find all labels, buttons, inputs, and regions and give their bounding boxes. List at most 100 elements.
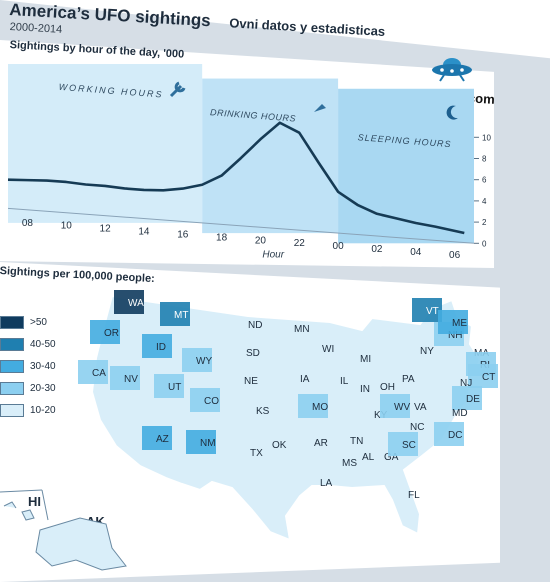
state-label: CT — [482, 372, 495, 383]
state-label: MO — [312, 402, 328, 413]
state-label: PA — [402, 374, 415, 385]
legend-swatch — [0, 316, 24, 329]
legend-item: 30-40 — [0, 360, 56, 373]
x-tick-label: 20 — [255, 235, 267, 246]
series-line — [7, 121, 465, 235]
state-label: LA — [320, 478, 333, 489]
state-label: NE — [244, 376, 258, 387]
ufo-icon — [432, 58, 472, 82]
state-label: NV — [124, 374, 138, 385]
legend-label: 40-50 — [30, 339, 56, 350]
hawaii-shape — [3, 501, 35, 521]
state-label: TX — [250, 448, 263, 459]
state-label: TN — [350, 436, 363, 447]
legend-label: 10-20 — [30, 405, 56, 416]
x-tick-label: 00 — [333, 241, 345, 252]
state-label: KS — [256, 406, 270, 417]
state-label: MI — [360, 354, 371, 365]
state-label: WV — [394, 402, 410, 413]
y-tick-label: 4 — [482, 197, 487, 206]
state-label: ME — [452, 318, 467, 329]
moon-icon — [446, 105, 458, 120]
working-hours-band — [8, 64, 203, 223]
state-label: ID — [156, 342, 166, 353]
x-tick-label: 10 — [61, 221, 73, 232]
legend-label: 30-40 — [30, 361, 56, 372]
legend-item: 20-30 — [0, 382, 56, 395]
state-label: WA — [128, 298, 144, 309]
legend-label: >50 — [30, 317, 47, 328]
state-fill — [190, 388, 220, 412]
state-fill — [452, 386, 482, 410]
state-label: WI — [322, 344, 334, 355]
state-label: AZ — [156, 434, 169, 445]
x-axis-title: Hour — [262, 249, 284, 260]
x-tick-label: 18 — [216, 232, 228, 243]
state-label: ND — [248, 320, 262, 331]
state-fill — [412, 298, 442, 322]
state-fill — [142, 334, 172, 358]
legend-swatch — [0, 382, 24, 395]
x-tick-label: 22 — [294, 238, 306, 249]
state-label: IN — [360, 384, 370, 395]
state-label: CO — [204, 396, 219, 407]
state-fill — [78, 360, 108, 384]
x-axis-line — [7, 207, 475, 244]
state-label: OK — [272, 440, 287, 451]
x-tick-label: 08 — [22, 218, 34, 229]
state-fill — [154, 374, 184, 398]
state-label: AR — [314, 438, 328, 449]
state-label: HI — [28, 494, 41, 509]
state-label: FL — [408, 490, 420, 501]
legend-label: 20-30 — [30, 383, 56, 394]
state-label: NJ — [460, 378, 472, 389]
state-fill — [110, 366, 140, 390]
state-label: SD — [246, 348, 260, 359]
state-label: AL — [362, 452, 375, 463]
x-tick-label: 04 — [410, 247, 422, 258]
state-label: CA — [92, 368, 106, 379]
state-label: MD — [452, 408, 468, 419]
state-label: OR — [104, 328, 119, 339]
state-fill — [434, 422, 464, 446]
state-fill — [298, 394, 328, 418]
wrench-icon — [169, 81, 186, 98]
x-tick-label: 16 — [177, 229, 189, 240]
state-label: VT — [426, 306, 439, 317]
state-label: IA — [300, 374, 310, 385]
state-label: OH — [380, 382, 395, 393]
x-tick-label: 02 — [371, 244, 383, 255]
legend-item: 10-20 — [0, 404, 56, 417]
state-label: MN — [294, 324, 310, 335]
state-fill — [142, 426, 172, 450]
state-fill — [90, 320, 120, 344]
state-label: NM — [200, 438, 216, 449]
state-label: MS — [342, 458, 357, 469]
state-label: SC — [402, 440, 416, 451]
legend-swatch — [0, 360, 24, 373]
y-tick-label: 8 — [482, 155, 487, 164]
us-outline — [90, 294, 482, 542]
y-tick-label: 6 — [482, 176, 487, 185]
state-fill — [114, 290, 144, 314]
y-tick-label: 10 — [482, 133, 491, 142]
state-fill — [388, 432, 418, 456]
state-label: DC — [448, 430, 462, 441]
glass-icon — [314, 104, 326, 112]
state-label: DE — [466, 394, 480, 405]
state-label: NC — [410, 422, 424, 433]
x-tick-label: 12 — [100, 224, 112, 235]
legend-item: >50 — [0, 316, 47, 329]
state-fill — [182, 348, 212, 372]
legend-swatch — [0, 404, 24, 417]
state-fill — [380, 394, 410, 418]
y-tick-label: 0 — [482, 239, 487, 248]
alaska-shape — [35, 517, 127, 571]
state-fill — [438, 310, 468, 334]
state-label: GA — [384, 452, 399, 463]
x-tick-label: 06 — [449, 250, 461, 261]
state-fill — [160, 302, 190, 326]
state-label: VA — [414, 402, 427, 413]
hour-chart: WORKING HOURS DRINKING HOURS SLEEPING HO… — [7, 64, 491, 261]
